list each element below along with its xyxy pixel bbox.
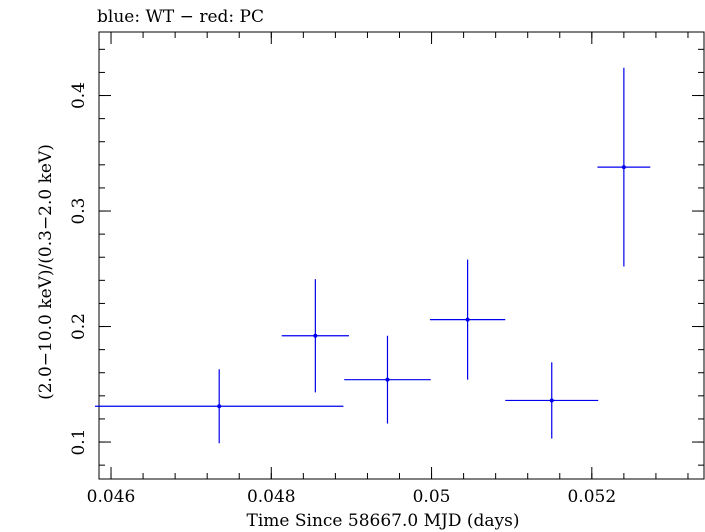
data-points [94,67,651,444]
y-tick-label: 0.1 [69,429,89,456]
x-axis-label: Time Since 58667.0 MJD (days) [247,511,520,531]
data-point [94,369,344,444]
y-tick-label: 0.2 [69,313,89,340]
y-axis-label: (2.0−10.0 keV)/(0.3−2.0 keV) [36,144,56,400]
data-point [429,259,506,380]
point-marker [621,165,626,170]
point-marker [385,377,390,382]
data-point [505,362,599,439]
point-marker [313,333,318,338]
x-axis: 0.046 0.048 0.05 0.052 [87,32,689,507]
point-marker [217,404,222,409]
y-tick-label: 0.3 [69,198,89,225]
x-tick-label: 0.048 [247,487,296,507]
point-marker [465,317,470,322]
data-point [597,67,651,267]
plot-frame [98,31,705,480]
chart-title: blue: WT − red: PC [97,7,264,27]
y-axis: 0.1 0.2 0.3 0.4 [69,48,704,466]
point-marker [549,398,554,403]
x-tick-label: 0.046 [87,487,136,507]
data-point [281,279,350,393]
x-tick-label: 0.052 [567,487,616,507]
y-tick-label: 0.4 [69,82,89,109]
x-tick-label: 0.05 [413,487,451,507]
data-point [344,335,431,424]
